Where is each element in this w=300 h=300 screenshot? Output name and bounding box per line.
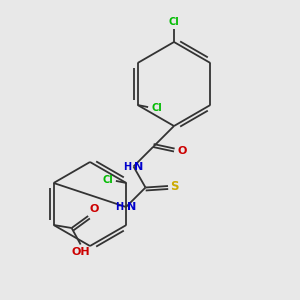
- Text: S: S: [170, 179, 179, 193]
- Text: Cl: Cl: [169, 17, 179, 27]
- Text: H: H: [116, 202, 124, 212]
- Text: O: O: [90, 205, 99, 214]
- Text: H: H: [123, 162, 131, 172]
- Text: Cl: Cl: [102, 175, 113, 185]
- Text: Cl: Cl: [151, 103, 162, 113]
- Text: OH: OH: [71, 247, 90, 257]
- Text: N: N: [127, 202, 136, 212]
- Text: N: N: [134, 162, 143, 172]
- Text: O: O: [177, 146, 186, 157]
